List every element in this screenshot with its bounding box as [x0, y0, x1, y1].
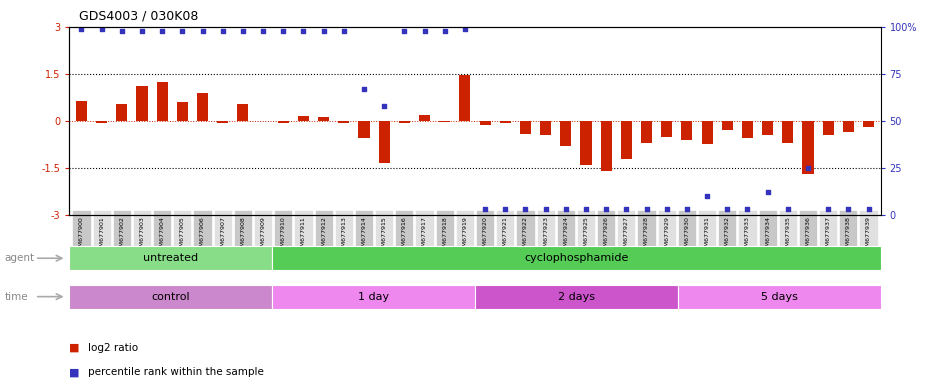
Bar — [137, 86, 147, 121]
Point — [720, 206, 735, 212]
Point — [579, 206, 594, 212]
Point — [94, 26, 109, 32]
Bar — [157, 82, 168, 121]
Bar — [419, 115, 430, 121]
Text: GDS4003 / 030K08: GDS4003 / 030K08 — [79, 10, 199, 23]
Bar — [358, 121, 370, 138]
Text: 1 day: 1 day — [358, 291, 389, 302]
Point — [236, 28, 251, 34]
Bar — [722, 121, 732, 130]
Bar — [197, 93, 208, 121]
Bar — [782, 121, 793, 143]
Point — [74, 26, 89, 32]
Point — [356, 86, 371, 92]
Bar — [843, 121, 854, 132]
Text: 2 days: 2 days — [558, 291, 595, 302]
Point — [155, 28, 170, 34]
Bar — [520, 121, 531, 134]
Bar — [560, 121, 571, 146]
Bar — [298, 116, 309, 121]
Bar — [681, 121, 693, 140]
Point — [699, 193, 714, 199]
Point — [518, 206, 533, 212]
Point — [478, 206, 493, 212]
Point — [256, 28, 271, 34]
Bar — [318, 117, 330, 121]
Bar — [863, 121, 874, 127]
Point — [457, 26, 472, 32]
Point — [336, 28, 351, 34]
Point — [639, 206, 655, 212]
Bar — [661, 121, 673, 137]
Bar — [338, 121, 350, 123]
Point — [437, 28, 452, 34]
Text: untreated: untreated — [143, 253, 199, 263]
Bar — [379, 121, 389, 163]
Bar — [116, 104, 127, 121]
Bar — [678, 285, 881, 309]
Point — [295, 28, 311, 34]
Point — [417, 28, 432, 34]
Bar — [399, 121, 409, 122]
Bar — [475, 285, 678, 309]
Bar — [541, 121, 551, 135]
Text: ■: ■ — [69, 343, 80, 353]
Bar — [500, 121, 511, 122]
Text: control: control — [151, 291, 190, 302]
Bar — [177, 102, 188, 121]
Point — [801, 165, 816, 171]
Bar — [762, 121, 773, 135]
Point — [376, 103, 391, 109]
Point — [215, 28, 230, 34]
Point — [740, 206, 755, 212]
Point — [134, 28, 149, 34]
Bar — [69, 246, 273, 270]
Bar — [823, 121, 834, 135]
Bar — [273, 285, 475, 309]
Point — [618, 206, 634, 212]
Bar — [641, 121, 652, 143]
Text: cyclophosphamide: cyclophosphamide — [524, 253, 629, 263]
Bar — [238, 104, 249, 121]
Bar — [439, 121, 450, 122]
Point — [498, 206, 513, 212]
Bar — [273, 246, 881, 270]
Bar — [460, 76, 470, 121]
Point — [195, 28, 210, 34]
Point — [659, 206, 674, 212]
Bar — [600, 121, 612, 171]
Bar — [742, 121, 753, 138]
Text: agent: agent — [5, 253, 35, 263]
Point — [559, 206, 574, 212]
Bar — [580, 121, 592, 165]
Point — [780, 206, 795, 212]
Bar — [96, 121, 107, 122]
Point — [276, 28, 291, 34]
Bar — [69, 285, 273, 309]
Text: log2 ratio: log2 ratio — [88, 343, 139, 353]
Point — [538, 206, 553, 212]
Bar — [620, 121, 632, 159]
Point — [760, 189, 775, 195]
Text: percentile rank within the sample: percentile rank within the sample — [88, 367, 264, 377]
Point — [397, 28, 412, 34]
Point — [598, 206, 614, 212]
Bar — [218, 121, 228, 123]
Point — [861, 206, 876, 212]
Bar — [701, 121, 712, 144]
Point — [175, 28, 190, 34]
Point — [679, 206, 694, 212]
Point — [841, 206, 856, 212]
Text: time: time — [5, 291, 28, 302]
Point — [316, 28, 332, 34]
Bar — [76, 101, 87, 121]
Text: ■: ■ — [69, 367, 80, 377]
Text: 5 days: 5 days — [761, 291, 798, 302]
Bar — [277, 121, 289, 122]
Bar — [480, 121, 490, 125]
Point — [114, 28, 129, 34]
Point — [821, 206, 836, 212]
Bar — [803, 121, 813, 174]
